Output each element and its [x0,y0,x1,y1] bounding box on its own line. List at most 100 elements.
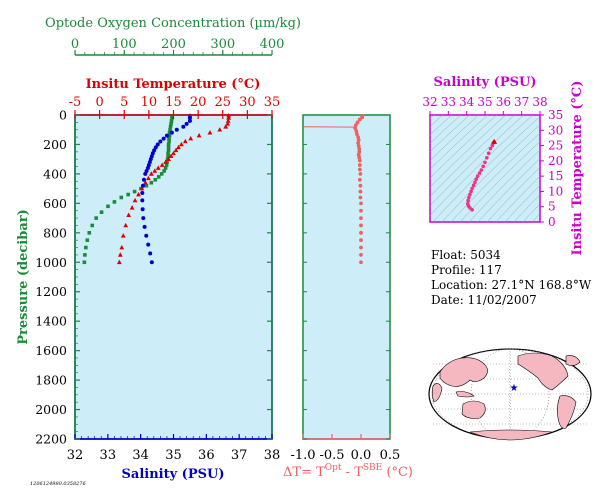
salinity-point [164,133,169,138]
oxygen-point [90,223,95,228]
delta-point [359,208,363,213]
temperature-point [145,175,151,181]
salinity-point [148,251,153,256]
temperature-point [129,205,135,210]
delta-point [356,135,360,139]
world-map: ★ [428,348,592,441]
temperature-point [223,124,229,129]
ts-contour-line [430,115,497,179]
oxygen-point [166,142,171,147]
oxygen-point [164,163,169,167]
delta-point [359,245,363,250]
ts-temperature-tick-label: 5 [548,200,556,214]
temperature-point [119,244,125,250]
indonesia-land [455,391,475,398]
pressure-tick-label: 1400 [35,314,67,329]
temperature-tick-label: -5 [69,95,82,110]
footer-code: 1206124980.0358276 [30,481,86,487]
delta-point [357,163,362,167]
salinity-point [143,171,148,176]
ts-contour-line [430,115,533,216]
ts-salinity-tick-label: 33 [441,95,456,109]
oxygen-point [132,189,137,194]
temperature-point [171,150,176,156]
temperature-tick-label: 5 [120,95,128,110]
salinity-point [184,121,189,126]
temperature-series [116,113,232,265]
ts-contour-line [504,184,540,222]
ts-contour-line [430,115,488,170]
ts-contour-line [430,115,506,188]
float-position-marker: ★ [510,383,519,394]
ts-point [485,156,489,160]
temperature-point [126,212,132,217]
ts-temperature-tick-label: 10 [548,184,563,198]
temperature-axis-ticks: -5 0 5 10 15 20 25 30 35 [69,95,280,119]
oxygen-point [87,231,92,235]
ts-contour-line [459,141,540,222]
delta-point [357,117,362,122]
salinity-axis-ticks: 32 33 34 35 36 37 38 [67,434,280,463]
delta-point [355,120,360,125]
temperature-tick-label: 10 [141,95,158,110]
delta-point [357,167,362,172]
temperature-tick-label: 15 [165,95,182,110]
ts-point [488,146,493,151]
temperature-point [159,162,165,167]
ts-point [470,207,474,212]
ts-contour-line [522,203,540,222]
delta-point [358,189,363,194]
temperature-point [217,127,223,132]
delta-point [359,223,363,228]
ts-contour-line [531,212,540,222]
oxygen-point [159,172,164,176]
ts-point [470,186,474,191]
oxygen-point [168,124,173,129]
ts-salinity-tick-label: 34 [459,95,475,109]
ts-point [469,189,473,194]
ts-contour-line [468,149,540,222]
oxygen-point [169,119,174,123]
pressure-tick-label: 1600 [35,343,67,358]
temperature-point [132,197,138,203]
oxygen-tick-label: 100 [112,37,137,52]
oxygen-point [144,183,149,188]
temperature-tick-label: 20 [190,95,207,110]
delta-point [357,177,362,182]
ts-contour-group [430,115,540,222]
delta-plot-area [302,114,391,440]
ts-point [490,143,495,148]
oxygen-point [169,122,173,126]
ts-contour-line [477,158,540,222]
ts-contour-line [513,194,540,222]
delta-t-panel: -1.0 -0.5 0.0 0.5 ΔT= TOpt - TSBE (°C) [283,113,413,480]
temperature-point [139,186,145,191]
map-landmasses [431,352,581,441]
salinity-point [187,115,192,120]
ts-salinity-tick-label: 38 [532,95,547,109]
pressure-tick-label: 2200 [35,432,67,447]
salinity-point [181,124,186,129]
oxygen-point [167,139,171,144]
ts-point [471,183,476,188]
delta-point [357,158,362,163]
temperature-point [207,130,213,135]
salinity-point [161,136,166,141]
delta-point [359,238,363,243]
salinity-tick-label: 36 [198,448,215,463]
pressure-tick-label: 1000 [35,255,67,270]
oxygen-tick-label: 0 [71,37,79,52]
ts-point [468,192,472,197]
africa-edge-land [431,383,443,403]
ts-point [481,164,485,169]
oxygen-axis-title: Optode Oxygen Concentration (µm/kg) [45,16,301,31]
oxygen-point [168,127,172,132]
oxygen-point [167,133,172,138]
ts-contour-line [450,132,540,222]
oxygen-point [153,178,158,182]
ts-density-contours [430,115,540,222]
ts-contour-line [486,166,540,222]
oxygen-point [163,166,168,170]
main-plot-area [74,114,273,440]
